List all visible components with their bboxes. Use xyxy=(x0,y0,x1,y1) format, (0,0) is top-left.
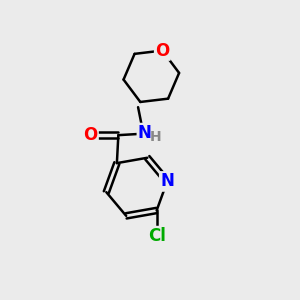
Text: Cl: Cl xyxy=(148,227,166,245)
Text: O: O xyxy=(155,42,169,60)
Text: N: N xyxy=(138,124,152,142)
Text: O: O xyxy=(83,126,98,144)
Text: N: N xyxy=(160,172,174,190)
Text: H: H xyxy=(150,130,162,144)
